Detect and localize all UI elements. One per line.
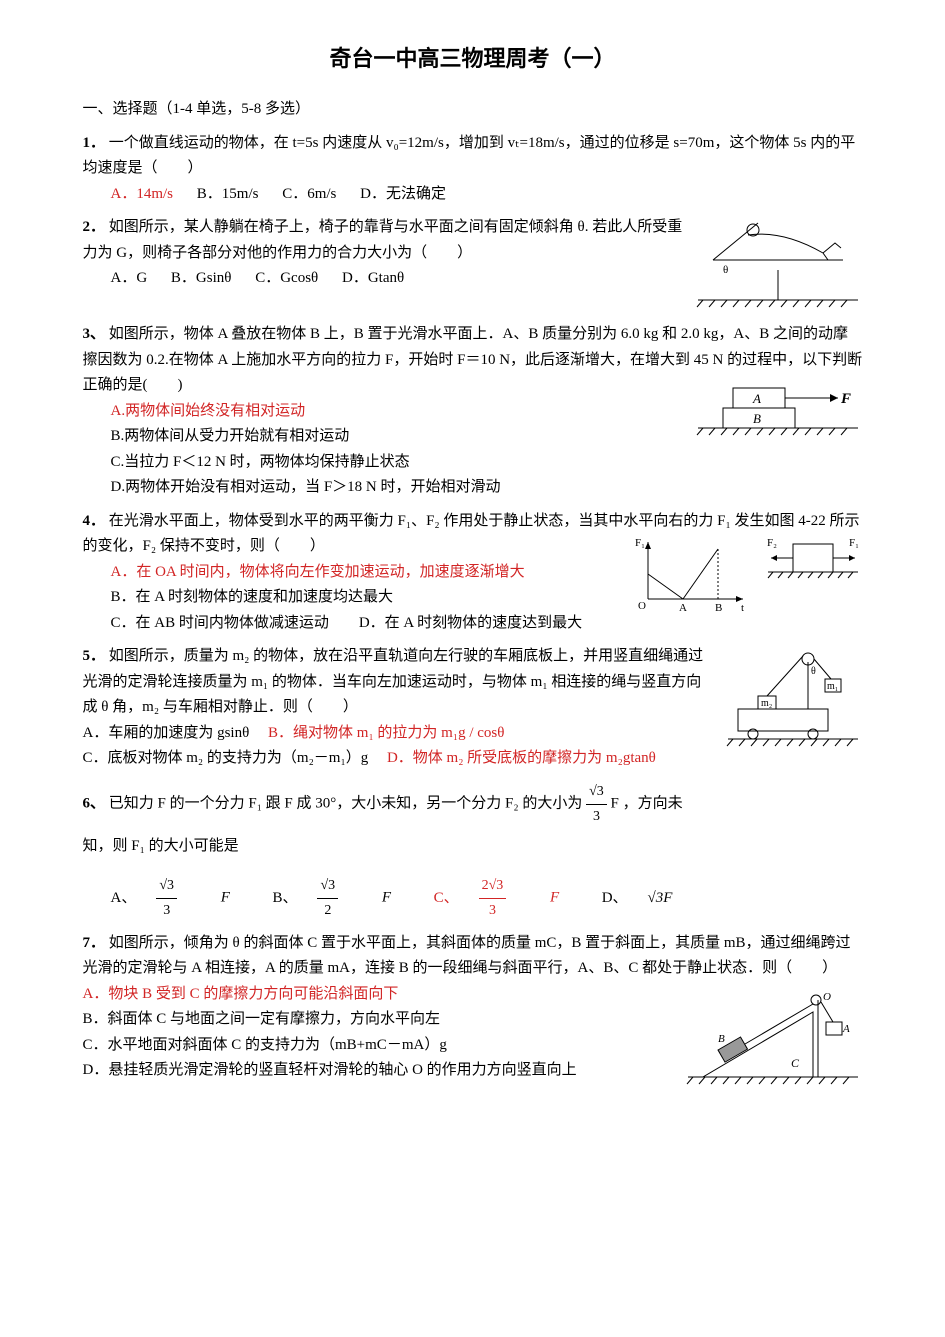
q5-text: 如图所示，质量为 m₂ 的物体，放在沿平直轨道向左行驶的车厢底板上，并用竖直细绳… xyxy=(83,648,704,715)
q4-label-f1: F₁ xyxy=(849,537,859,549)
q3-label-a: A xyxy=(752,391,761,406)
q2-opt-a: A．G xyxy=(111,266,148,292)
q1-opt-c: C．6m/s xyxy=(282,182,336,208)
question-6: 6、 已知力 F 的一个分力 F₁ 跟 F 成 30°，大小未知，另一个分力 F… xyxy=(83,780,863,923)
q1-text: 一个做直线运动的物体，在 t=5s 内速度从 v₀=12m/s，增加到 vₜ=1… xyxy=(83,135,856,177)
q1-opt-b: B．15m/s xyxy=(197,182,259,208)
q6-text-c: 知，则 F₁ 的大小可能是 xyxy=(83,834,863,860)
q4-axis-t: t xyxy=(741,602,744,614)
q6-frac-stem: √33 xyxy=(586,780,607,829)
q5-label-theta: θ xyxy=(811,666,816,677)
q7-text: 如图所示，倾角为 θ 的斜面体 C 置于水平面上，其斜面体的质量 mC，B 置于… xyxy=(83,935,851,977)
question-2: θ 2． 如图所示，某人静躺在椅子上，椅子的靠背与水平面之间有固定倾斜角 θ. … xyxy=(83,215,863,314)
q2-opt-b: B．Gsinθ xyxy=(171,266,232,292)
q2-text: 如图所示，某人静躺在椅子上，椅子的靠背与水平面之间有固定倾斜角 θ. 若此人所受… xyxy=(83,219,683,261)
q6-text-b: F ，方向未 xyxy=(611,796,683,812)
q4-axis-f1: F₁ xyxy=(635,537,645,549)
q3-figure: A B F xyxy=(693,373,863,443)
q4-label-f2: F₂ xyxy=(767,537,777,549)
q3-opt-c: C.当拉力 F＜12 N 时，两物体均保持静止状态 xyxy=(111,450,863,476)
q5-label-m1: m₁ xyxy=(827,681,838,692)
q3-num: 3、 xyxy=(83,326,106,342)
q3-label-f: F xyxy=(840,391,851,407)
q6-opt-d: D、√3F xyxy=(602,886,693,912)
q7-num: 7． xyxy=(83,935,106,951)
q5-figure: m₂ m₁ θ xyxy=(723,644,863,754)
q2-theta: θ xyxy=(723,264,728,276)
q4-figure: F₁ O A B t F₂ F₁ xyxy=(633,534,863,614)
question-7: 7． 如图所示，倾角为 θ 的斜面体 C 置于水平面上，其斜面体的质量 mC，B… xyxy=(83,931,863,1096)
q5-opt-a: A．车厢的加速度为 gsinθ xyxy=(83,725,250,741)
page-title: 奇台一中高三物理周考（一） xyxy=(83,40,863,77)
section-heading: 一、选择题（1-4 单选，5-8 多选） xyxy=(83,97,863,123)
q6-opt-b: B、√32 F xyxy=(272,874,391,923)
question-1: 1． 一个做直线运动的物体，在 t=5s 内速度从 v₀=12m/s，增加到 v… xyxy=(83,131,863,208)
q7-label-a: A xyxy=(842,1023,850,1035)
q2-figure: θ xyxy=(693,215,863,310)
q5-num: 5． xyxy=(83,648,106,664)
q5-opt-c: C．底板对物体 m₂ 的支持力为（m₂－m₁）g xyxy=(83,750,369,766)
q7-label-c: C xyxy=(791,1056,800,1070)
q6-num: 6、 xyxy=(83,796,106,812)
q1-opt-a: A．14m/s xyxy=(111,182,174,208)
q6-opt-a: A、√33 F xyxy=(111,874,230,923)
q6-opt-c: C、2√33 F xyxy=(434,874,560,923)
question-4: 4． 在光滑水平面上，物体受到水平的两平衡力 F₁、F₂ 作用处于静止状态，当其… xyxy=(83,509,863,637)
q4-num: 4． xyxy=(83,513,106,529)
q3-opt-d: D.两物体开始没有相对运动，当 F＞18 N 时，开始相对滑动 xyxy=(111,475,863,501)
question-3: 3、 如图所示，物体 A 叠放在物体 B 上，B 置于光滑水平面上．A、B 质量… xyxy=(83,322,863,501)
q1-opt-d: D．无法确定 xyxy=(360,182,446,208)
q6-text-a: 已知力 F 的一个分力 F₁ 跟 F 成 30°，大小未知，另一个分力 F₂ 的… xyxy=(109,796,583,812)
q4-axis-o: O xyxy=(638,600,646,612)
q4-opt-d: D．在 A 时刻物体的速度达到最大 xyxy=(359,615,582,631)
q4-opt-c: C．在 AB 时间内物体做减速运动 xyxy=(111,615,329,631)
q1-num: 1． xyxy=(83,135,106,151)
q2-opt-c: C．Gcosθ xyxy=(255,266,318,292)
q7-figure: O A C B xyxy=(683,982,863,1092)
q2-opt-d: D．Gtanθ xyxy=(342,266,404,292)
q5-label-m2: m₂ xyxy=(761,698,772,709)
q2-num: 2． xyxy=(83,219,106,235)
q7-label-b: B xyxy=(718,1033,725,1045)
q4-axis-b: B xyxy=(715,602,722,614)
q4-axis-a: A xyxy=(679,602,687,614)
q7-label-o: O xyxy=(823,991,831,1003)
question-5: m₂ m₁ θ 5． 如图所示，质量为 m₂ 的物体，放在沿平直轨道向左行驶的车… xyxy=(83,644,863,772)
q5-opt-d: D．物体 m₂ 所受底板的摩擦力为 m₂gtanθ xyxy=(387,750,656,766)
q5-opt-b: B．绳对物体 m₁ 的拉力为 m₁g / cosθ xyxy=(268,725,504,741)
q3-label-b: B xyxy=(753,411,761,426)
